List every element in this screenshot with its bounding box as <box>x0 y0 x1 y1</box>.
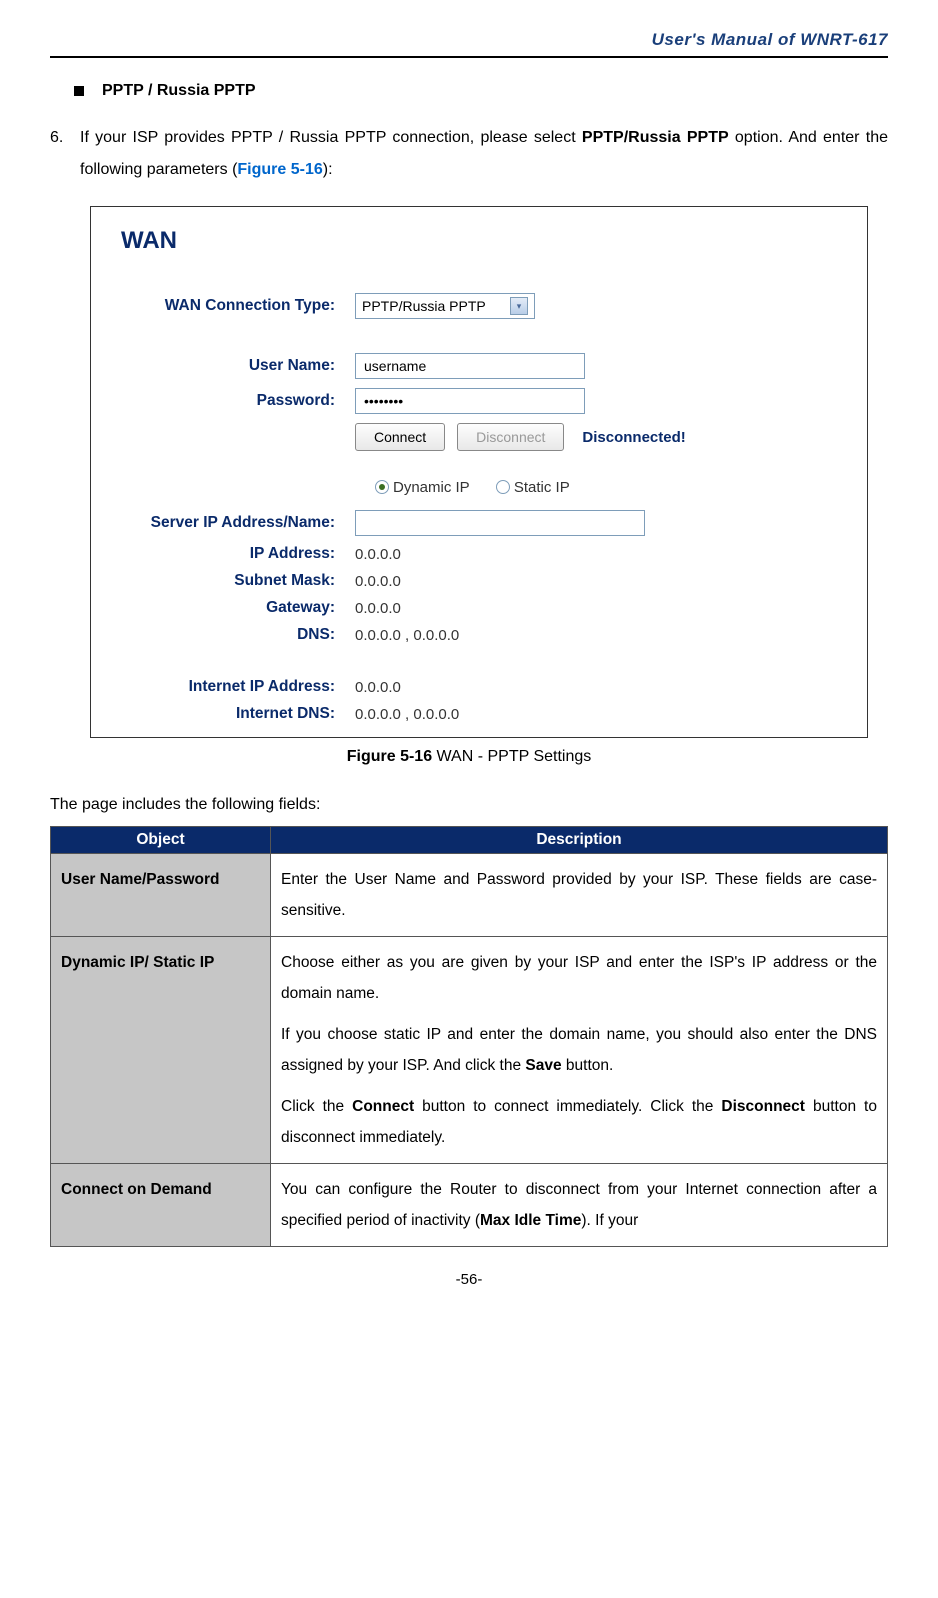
desc-text: button to connect immediately. Click the <box>414 1098 721 1115</box>
ip-mode-radio-group: Dynamic IP Static IP <box>375 479 843 496</box>
page-number: -56- <box>50 1271 888 1288</box>
static-ip-radio[interactable]: Static IP <box>496 479 570 496</box>
table-cell-object: User Name/Password <box>51 854 271 937</box>
desc-bold: Disconnect <box>721 1098 805 1115</box>
internet-ip-value: 0.0.0.0 <box>355 679 401 696</box>
square-bullet-icon <box>74 86 84 96</box>
dns-label: DNS: <box>115 626 355 644</box>
username-input[interactable] <box>355 353 585 379</box>
conn-type-select[interactable]: PPTP/Russia PPTP ▾ <box>355 293 535 319</box>
wan-title: WAN <box>121 227 843 255</box>
section-bullet-row: PPTP / Russia PPTP <box>74 82 888 100</box>
radio-unchecked-icon <box>496 480 510 494</box>
table-cell-description: You can configure the Router to disconne… <box>271 1164 888 1247</box>
table-header-object: Object <box>51 827 271 854</box>
figure-reference-link[interactable]: Figure 5-16 <box>237 161 322 178</box>
desc-bold: Max Idle Time <box>480 1212 581 1229</box>
table-cell-description: Enter the User Name and Password provide… <box>271 854 888 937</box>
password-input[interactable] <box>355 388 585 414</box>
desc-bold: Save <box>525 1057 561 1074</box>
step-text: If your ISP provides PPTP / Russia PPTP … <box>80 122 888 186</box>
conn-type-label: WAN Connection Type: <box>115 297 355 315</box>
password-label: Password: <box>115 392 355 410</box>
dynamic-ip-label: Dynamic IP <box>393 479 470 496</box>
internet-ip-label: Internet IP Address: <box>115 678 355 696</box>
server-input[interactable] <box>355 510 645 536</box>
manual-header: User's Manual of WNRT-617 <box>50 30 888 56</box>
server-label: Server IP Address/Name: <box>115 514 355 532</box>
radio-checked-icon <box>375 480 389 494</box>
step-number: 6. <box>50 122 80 186</box>
ip-value: 0.0.0.0 <box>355 546 401 563</box>
internet-dns-value: 0.0.0.0 , 0.0.0.0 <box>355 706 459 723</box>
ip-label: IP Address: <box>115 545 355 563</box>
static-ip-label: Static IP <box>514 479 570 496</box>
table-row: User Name/Password Enter the User Name a… <box>51 854 888 937</box>
desc-paragraph: If you choose static IP and enter the do… <box>281 1019 877 1081</box>
disconnect-button[interactable]: Disconnect <box>457 423 564 451</box>
table-cell-description: Choose either as you are given by your I… <box>271 937 888 1164</box>
section-bullet-text: PPTP / Russia PPTP <box>102 82 256 100</box>
fields-description-table: Object Description User Name/Password En… <box>50 826 888 1247</box>
gateway-value: 0.0.0.0 <box>355 600 401 617</box>
internet-dns-label: Internet DNS: <box>115 705 355 723</box>
conn-type-value: PPTP/Russia PPTP <box>362 298 486 314</box>
desc-paragraph: Choose either as you are given by your I… <box>281 947 877 1009</box>
desc-paragraph: Click the Connect button to connect imme… <box>281 1091 877 1153</box>
figure-caption: Figure 5-16 WAN - PPTP Settings <box>50 748 888 766</box>
desc-bold: Connect <box>352 1098 414 1115</box>
numbered-paragraph: 6. If your ISP provides PPTP / Russia PP… <box>50 122 888 186</box>
wan-settings-screenshot: WAN WAN Connection Type: PPTP/Russia PPT… <box>90 206 868 738</box>
dropdown-arrow-icon: ▾ <box>510 297 528 315</box>
figure-caption-label: Figure 5-16 <box>347 748 432 765</box>
table-cell-object: Dynamic IP/ Static IP <box>51 937 271 1164</box>
step-text-bold: PPTP/Russia PPTP <box>582 129 729 146</box>
step-text-part: If your ISP provides PPTP / Russia PPTP … <box>80 129 582 146</box>
gateway-label: Gateway: <box>115 599 355 617</box>
table-row: Connect on Demand You can configure the … <box>51 1164 888 1247</box>
step-text-part3: ): <box>323 161 333 178</box>
desc-text: ). If your <box>581 1212 638 1229</box>
connection-status: Disconnected! <box>582 429 685 446</box>
figure-caption-text: WAN - PPTP Settings <box>432 748 591 765</box>
desc-paragraph: Enter the User Name and Password provide… <box>281 864 877 926</box>
header-rule <box>50 56 888 58</box>
desc-text: Click the <box>281 1098 352 1115</box>
mask-value: 0.0.0.0 <box>355 573 401 590</box>
table-header-description: Description <box>271 827 888 854</box>
connect-button[interactable]: Connect <box>355 423 445 451</box>
mask-label: Subnet Mask: <box>115 572 355 590</box>
desc-paragraph: You can configure the Router to disconne… <box>281 1174 877 1236</box>
dns-value: 0.0.0.0 , 0.0.0.0 <box>355 627 459 644</box>
table-cell-object: Connect on Demand <box>51 1164 271 1247</box>
table-row: Dynamic IP/ Static IP Choose either as y… <box>51 937 888 1164</box>
username-label: User Name: <box>115 357 355 375</box>
desc-text: button. <box>562 1057 614 1074</box>
table-intro: The page includes the following fields: <box>50 796 888 814</box>
dynamic-ip-radio[interactable]: Dynamic IP <box>375 479 470 496</box>
